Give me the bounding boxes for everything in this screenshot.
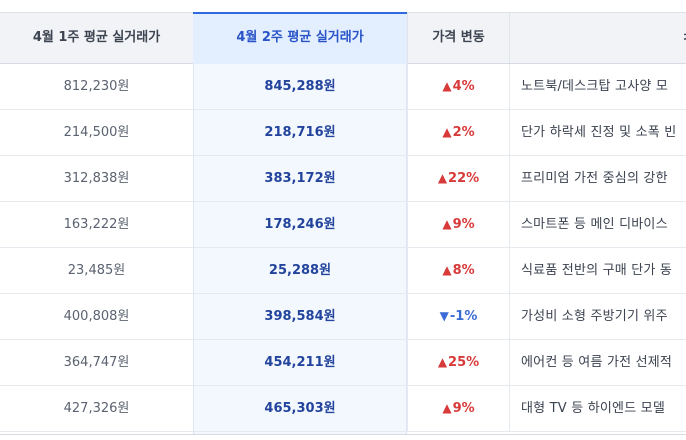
up-arrow-icon: ▲ [442, 263, 452, 277]
table-row[interactable]: 400,808원 398,584원 ▼-1% 가성비 소형 주방기기 위주 [0, 294, 686, 340]
price-change: ▲9% [407, 202, 510, 247]
row-note: 에어컨 등 여름 가전 선제적 [521, 355, 673, 370]
week2-price: 845,288원 [264, 79, 336, 94]
header-week1[interactable]: 4월 1주 평균 실거래가 [32, 30, 161, 45]
table-row[interactable]: 23,485원 25,288원 ▲8% 식료품 전반의 구매 단가 동 [0, 248, 686, 294]
down-arrow-icon: ▼ [439, 309, 449, 323]
table-bottom-border [0, 434, 686, 435]
change-percent: 8% [452, 263, 475, 278]
week2-price: 25,288원 [268, 263, 332, 278]
week1-price: 23,485원 [67, 263, 126, 278]
change-percent: 4% [452, 79, 475, 94]
week1-price: 312,838원 [63, 171, 130, 186]
change-percent: 2% [452, 125, 475, 140]
table-row[interactable]: 163,222원 178,246원 ▲9% 스마트폰 등 메인 디바이스 [0, 202, 686, 248]
price-change: ▲4% [407, 64, 510, 109]
up-arrow-icon: ▲ [442, 125, 452, 139]
row-note: 가성비 소형 주방기기 위주 [521, 309, 668, 324]
table-row[interactable]: 427,326원 465,303원 ▲9% 대형 TV 등 하이엔드 모델 [0, 386, 686, 432]
row-note: 단가 하락세 진정 및 소폭 빈 [521, 125, 677, 140]
price-change: ▼-1% [407, 294, 510, 339]
row-note: 식료품 전반의 구매 단가 동 [521, 263, 673, 278]
table-header-row: 4월 1주 평균 실거래가 4월 2주 평균 실거래가 가격 변동 ㅊ [0, 12, 686, 64]
price-change: ▲8% [407, 248, 510, 293]
row-note: 대형 TV 등 하이엔드 모델 [521, 401, 666, 416]
change-percent: 9% [452, 401, 475, 416]
table-row[interactable]: 812,230원 845,288원 ▲4% 노트북/데스크탑 고사양 모 [0, 64, 686, 110]
week1-price: 427,326원 [63, 401, 130, 416]
table-row[interactable]: 364,747원 454,211원 ▲25% 에어컨 등 여름 가전 선제적 [0, 340, 686, 386]
week2-price: 454,211원 [264, 355, 336, 370]
week1-price: 214,500원 [63, 125, 130, 140]
week1-price: 400,808원 [63, 309, 130, 324]
week2-price: 383,172원 [264, 171, 336, 186]
change-percent: -1% [449, 309, 478, 324]
row-note: 스마트폰 등 메인 디바이스 [521, 217, 668, 232]
price-change: ▲22% [407, 156, 510, 201]
up-arrow-icon: ▲ [437, 355, 448, 369]
up-arrow-icon: ▲ [442, 401, 452, 415]
price-change: ▲2% [407, 110, 510, 155]
header-week2[interactable]: 4월 2주 평균 실거래가 [193, 12, 407, 64]
week1-price: 163,222원 [63, 217, 130, 232]
week2-price: 218,716원 [264, 125, 336, 140]
up-arrow-icon: ▲ [442, 79, 452, 93]
table-row[interactable]: 214,500원 218,716원 ▲2% 단가 하락세 진정 및 소폭 빈 [0, 110, 686, 156]
header-change[interactable]: 가격 변동 [407, 13, 510, 63]
week1-price: 364,747원 [63, 355, 130, 370]
change-percent: 9% [452, 217, 475, 232]
up-arrow-icon: ▲ [437, 171, 448, 185]
week2-price: 398,584원 [264, 309, 336, 324]
change-percent: 22% [448, 171, 480, 186]
price-change: ▲9% [407, 386, 510, 431]
week2-price: 465,303원 [264, 401, 336, 416]
highlighted-column-background [193, 64, 407, 434]
row-note: 프리미엄 가전 중심의 강한 [521, 171, 668, 186]
week1-price: 812,230원 [63, 79, 130, 94]
up-arrow-icon: ▲ [442, 217, 452, 231]
table-row[interactable]: 312,838원 383,172원 ▲22% 프리미엄 가전 중심의 강한 [0, 156, 686, 202]
row-note: 노트북/데스크탑 고사양 모 [521, 79, 669, 94]
change-percent: 25% [448, 355, 480, 370]
price-change: ▲25% [407, 340, 510, 385]
week2-price: 178,246원 [264, 217, 336, 232]
header-note[interactable]: ㅊ [510, 13, 686, 63]
